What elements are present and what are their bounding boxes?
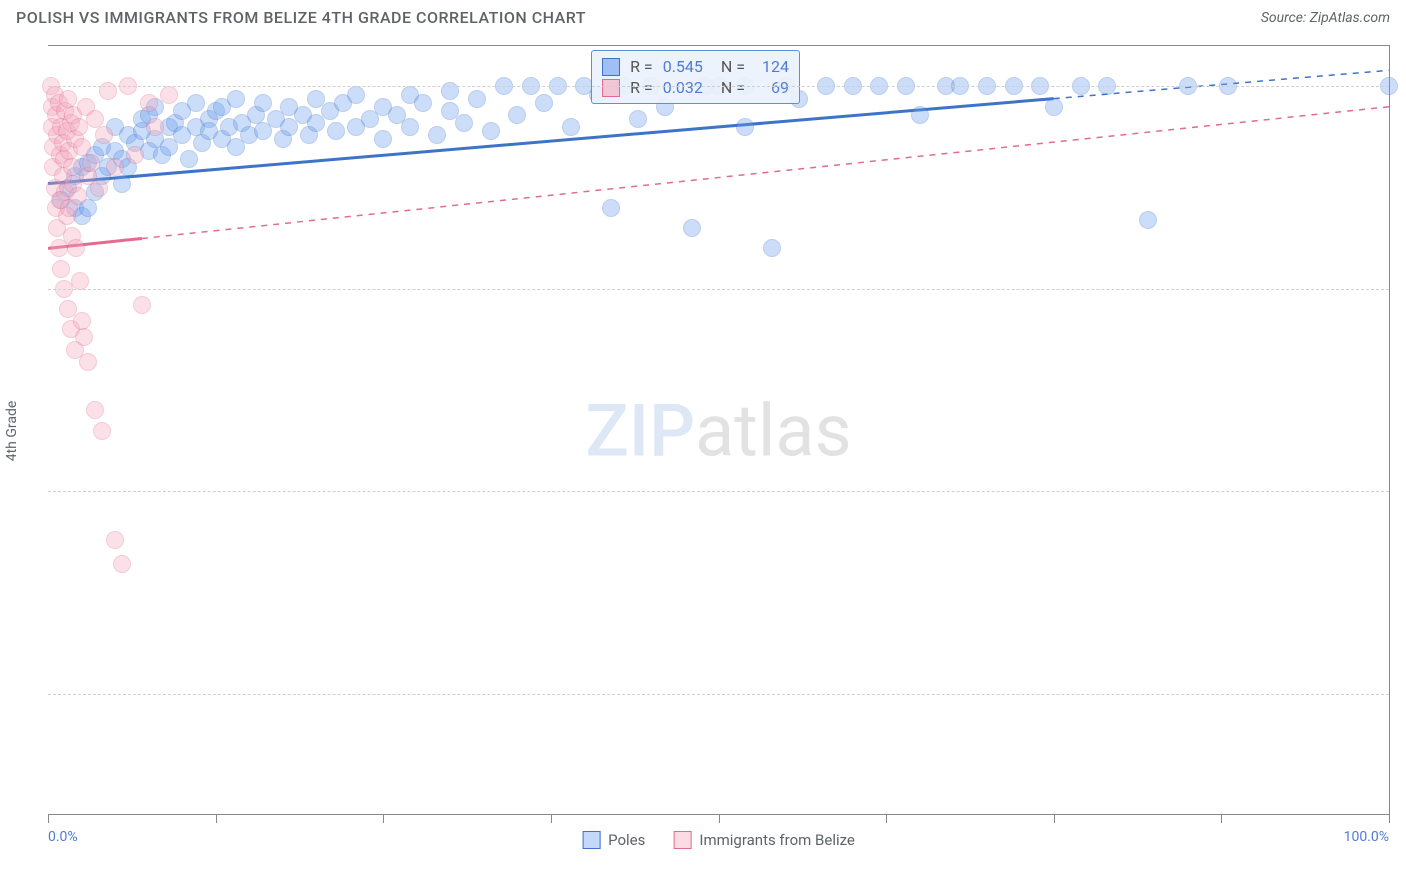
stats-r-label: R =: [630, 78, 653, 97]
x-tick: [551, 815, 552, 823]
x-tick: [886, 815, 887, 823]
y-axis-title: 4th Grade: [4, 400, 20, 461]
legend-item-poles: Poles: [582, 831, 645, 849]
x-tick: [216, 815, 217, 823]
data-point-poles: [1139, 211, 1157, 229]
legend-label: Poles: [608, 831, 645, 849]
stats-swatch-poles: [602, 58, 620, 76]
stats-box: R = 0.545 N = 124R = 0.032 N = 69: [591, 50, 800, 104]
data-point-belize: [95, 126, 113, 144]
chart-title: POLISH VS IMMIGRANTS FROM BELIZE 4TH GRA…: [16, 8, 586, 27]
data-point-poles: [254, 94, 272, 112]
legend-item-belize: Immigrants from Belize: [673, 831, 855, 849]
data-point-belize: [71, 272, 89, 290]
data-point-poles: [602, 199, 620, 217]
data-point-belize: [73, 138, 91, 156]
data-point-poles: [683, 219, 701, 237]
data-point-poles: [535, 94, 553, 112]
data-point-poles: [736, 118, 754, 136]
data-point-belize: [93, 422, 111, 440]
legend-label: Immigrants from Belize: [699, 831, 855, 849]
chart-header: POLISH VS IMMIGRANTS FROM BELIZE 4TH GRA…: [0, 0, 1406, 31]
data-point-poles: [629, 110, 647, 128]
data-point-poles: [401, 118, 419, 136]
data-point-belize: [140, 94, 158, 112]
x-tick-label: 0.0%: [48, 829, 78, 845]
data-point-poles: [187, 94, 205, 112]
data-point-belize: [133, 296, 151, 314]
legend-swatch-poles: [582, 831, 600, 849]
data-point-poles: [428, 126, 446, 144]
x-tick: [1054, 815, 1055, 823]
stats-row-belize: R = 0.032 N = 69: [602, 78, 789, 97]
data-point-belize: [82, 154, 100, 172]
source-attribution: Source: ZipAtlas.com: [1261, 10, 1390, 26]
y-tick-label: 85.0%: [1395, 686, 1406, 702]
gridline: [48, 491, 1389, 492]
scatter-chart: 4th Grade ZIPatlas R = 0.545 N = 124R = …: [48, 45, 1390, 815]
x-tick: [383, 815, 384, 823]
gridline: [48, 86, 1389, 87]
x-tick: [48, 815, 49, 823]
legend-swatch-belize: [673, 831, 691, 849]
data-point-poles: [482, 122, 500, 140]
data-point-belize: [86, 110, 104, 128]
stats-n-value: 124: [755, 57, 789, 76]
stats-r-value: 0.545: [663, 57, 703, 76]
data-point-belize: [99, 82, 117, 100]
stats-r-label: R =: [630, 57, 653, 76]
data-point-belize: [86, 401, 104, 419]
data-point-poles: [763, 239, 781, 257]
stats-swatch-belize: [602, 79, 620, 97]
data-point-poles: [455, 114, 473, 132]
data-point-belize: [52, 260, 70, 278]
plot-area: [48, 46, 1389, 815]
source-label: Source:: [1261, 10, 1306, 26]
data-point-poles: [562, 118, 580, 136]
gridline: [48, 694, 1389, 695]
data-point-poles: [374, 130, 392, 148]
stats-row-poles: R = 0.545 N = 124: [602, 57, 789, 76]
stats-n-value: 69: [755, 78, 789, 97]
x-tick: [1389, 815, 1390, 823]
data-point-belize: [75, 328, 93, 346]
data-point-belize: [67, 239, 85, 257]
data-point-poles: [468, 90, 486, 108]
data-point-belize: [160, 86, 178, 104]
data-point-belize: [73, 312, 91, 330]
stats-r-value: 0.032: [663, 78, 703, 97]
data-point-poles: [441, 82, 459, 100]
data-point-belize: [69, 187, 87, 205]
data-point-poles: [508, 106, 526, 124]
chart-legend: Poles Immigrants from Belize: [582, 831, 855, 849]
data-point-poles: [414, 94, 432, 112]
data-point-belize: [79, 353, 97, 371]
data-point-poles: [113, 175, 131, 193]
stats-n-label: N =: [713, 57, 745, 76]
data-point-poles: [911, 106, 929, 124]
data-point-belize: [106, 158, 124, 176]
data-point-poles: [327, 122, 345, 140]
data-point-poles: [1045, 98, 1063, 116]
y-tick-label: 100.0%: [1395, 78, 1406, 94]
y-tick-label: 90.0%: [1395, 483, 1406, 499]
x-tick-label: 100.0%: [1344, 829, 1389, 845]
stats-n-label: N =: [713, 78, 745, 97]
y-tick-label: 95.0%: [1395, 281, 1406, 297]
data-point-poles: [227, 90, 245, 108]
data-point-belize: [106, 531, 124, 549]
data-point-belize: [146, 118, 164, 136]
data-point-belize: [90, 179, 108, 197]
gridline: [48, 289, 1389, 290]
x-tick: [719, 815, 720, 823]
source-name: ZipAtlas.com: [1310, 10, 1390, 26]
data-point-belize: [113, 555, 131, 573]
x-tick: [1221, 815, 1222, 823]
data-point-poles: [180, 150, 198, 168]
data-point-poles: [347, 86, 365, 104]
data-point-belize: [126, 146, 144, 164]
